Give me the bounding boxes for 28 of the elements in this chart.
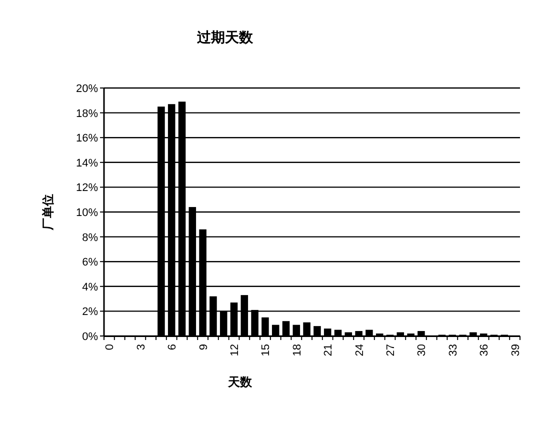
x-tick-label: 30 <box>416 344 428 356</box>
y-tick-label: 0% <box>82 331 98 343</box>
x-axis-title: 天数 <box>227 375 253 389</box>
x-tick-label: 24 <box>354 344 366 356</box>
x-tick-label: 12 <box>229 344 241 356</box>
x-tick-label: 9 <box>198 344 210 350</box>
x-tick-label: 15 <box>260 344 272 356</box>
y-tick-label: 2% <box>82 306 98 318</box>
y-tick-label: 14% <box>76 157 98 170</box>
x-tick-label: 36 <box>478 344 491 356</box>
y-tick-label: 16% <box>76 132 98 145</box>
x-tick-label: 21 <box>322 344 335 356</box>
x-tick-label: 3 <box>135 344 148 350</box>
y-tick-label: 8% <box>82 232 98 244</box>
y-tick-label: 12% <box>76 182 98 194</box>
y-tick-label: 18% <box>76 108 98 120</box>
x-tick-label: 39 <box>510 344 522 356</box>
x-tick-label: 27 <box>385 344 397 356</box>
x-tick-label: 0 <box>104 344 116 350</box>
y-tick-label: 6% <box>82 256 98 269</box>
y-tick-label: 20% <box>76 83 98 95</box>
x-tick-label: 6 <box>166 344 179 350</box>
x-tick-label: 33 <box>447 344 460 356</box>
y-axis-title: 厂单位 <box>41 194 55 231</box>
y-tick-label: 10% <box>76 207 98 219</box>
y-tick-label: 4% <box>82 281 98 294</box>
chart-title: 过期天数 <box>196 29 254 45</box>
x-tick-label: 18 <box>291 344 304 356</box>
